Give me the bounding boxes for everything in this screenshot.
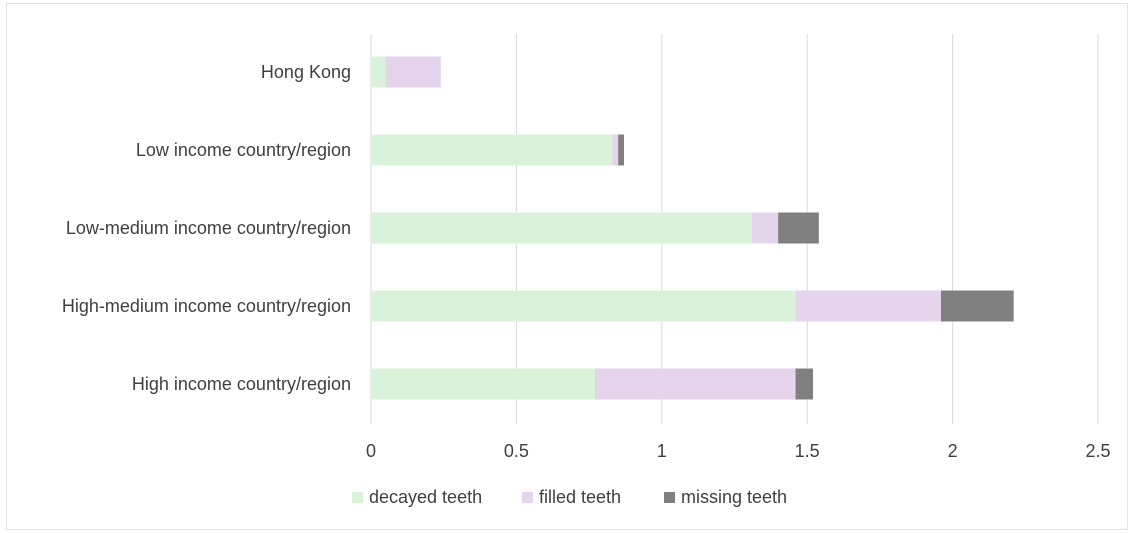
x-tick-label-4: 2 [948,441,958,461]
bar-decayed-teeth-3 [371,290,796,322]
legend-item-2: missing teeth [664,487,787,507]
category-label-2: Low-medium income country/region [66,218,351,238]
x-tick-label-3: 1.5 [795,441,820,461]
bar-decayed-teeth-0 [371,56,386,88]
x-tick-label-0: 0 [366,441,376,461]
legend-swatch-0 [352,492,363,503]
bars [371,56,1014,400]
category-labels: Hong Kong Low income country/region Low-me… [62,62,351,394]
legend-label-2: missing teeth [681,487,787,507]
bar-missing-teeth-1 [618,134,624,166]
bar-filled-teeth-4 [594,368,796,400]
legend-swatch-2 [664,492,675,503]
bar-decayed-teeth-4 [371,368,595,400]
bar-filled-teeth-1 [612,134,619,166]
x-tick-label-5: 2.5 [1085,441,1110,461]
bar-missing-teeth-2 [778,212,819,244]
x-axis-ticks: 0 0.5 1 1.5 2 2.5 [366,441,1111,461]
bar-missing-teeth-3 [940,290,1014,322]
chart-frame: Hong Kong Low income country/region Low-me… [6,3,1128,530]
stacked-bar-chart: Hong Kong Low income country/region Low-me… [62,34,1111,507]
legend: decayed teeth filled teeth missing teeth [352,487,787,507]
legend-label-1: filled teeth [539,487,621,507]
bar-filled-teeth-3 [795,290,941,322]
x-tick-label-2: 1 [657,441,667,461]
category-label-1: Low income country/region [136,140,351,160]
bar-filled-teeth-2 [751,212,779,244]
bar-decayed-teeth-1 [371,134,613,166]
category-label-4: High income country/region [132,374,351,394]
legend-item-1: filled teeth [522,487,621,507]
category-label-3: High-medium income country/region [62,296,351,316]
bar-filled-teeth-0 [385,56,441,88]
category-label-0: Hong Kong [261,62,351,82]
legend-swatch-1 [522,492,533,503]
bar-missing-teeth-4 [795,368,814,400]
legend-item-0: decayed teeth [352,487,482,507]
x-tick-label-1: 0.5 [504,441,529,461]
bar-decayed-teeth-2 [371,212,752,244]
legend-label-0: decayed teeth [369,487,482,507]
